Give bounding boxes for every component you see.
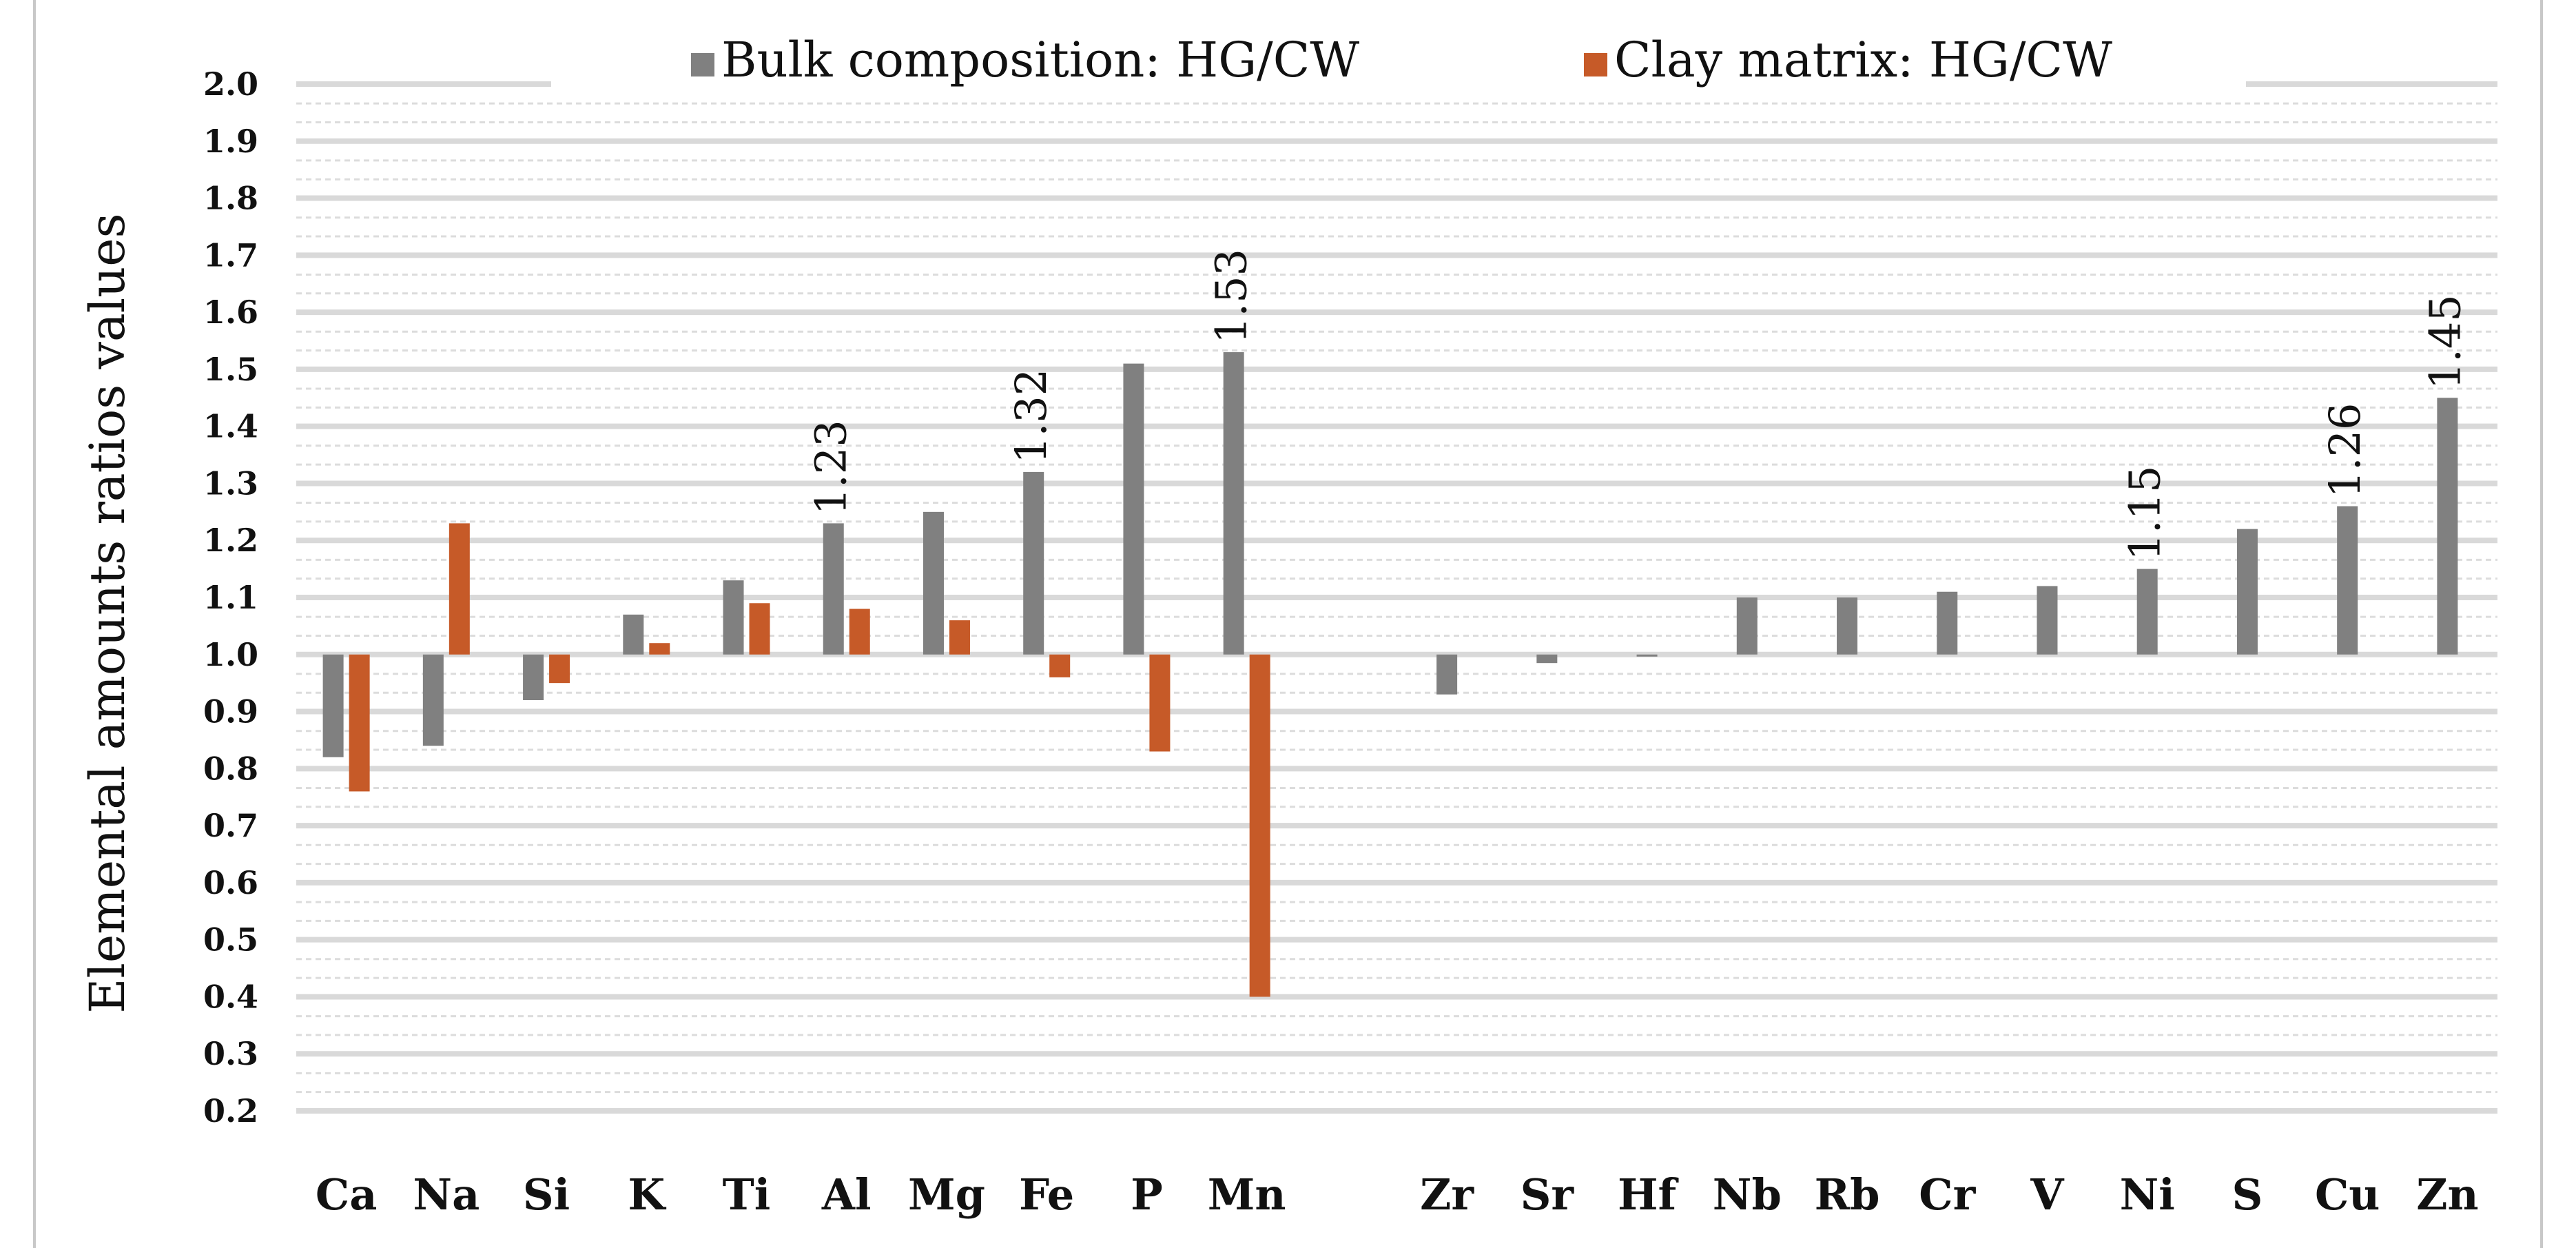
- y-tick-label: 0.6: [203, 864, 258, 901]
- bar-bulk-K: [623, 614, 644, 655]
- x-tick-label-Cu: Cu: [2315, 1169, 2380, 1220]
- legend-label-clay: Clay matrix: HG/CW: [1614, 32, 2112, 88]
- y-tick-label: 1.0: [203, 636, 258, 673]
- y-tick-label: 0.8: [203, 750, 258, 787]
- bar-clay-Na: [449, 523, 470, 655]
- bar-bulk-Fe: [1023, 471, 1044, 655]
- y-tick-label: 1.2: [203, 522, 258, 559]
- bar-bulk-Na: [422, 654, 444, 746]
- x-tick-label-Rb: Rb: [1815, 1169, 1880, 1220]
- legend: Bulk composition: HG/CW Clay matrix: HG/…: [691, 32, 2112, 88]
- y-tick-label: 1.1: [203, 579, 258, 616]
- x-tick-label-Na: Na: [413, 1169, 480, 1220]
- y-axis-label: Elemental amounts ratios values: [79, 213, 136, 1013]
- x-tick-label-P: P: [1131, 1169, 1163, 1220]
- x-tick-label-V: V: [2030, 1169, 2064, 1220]
- x-tick-label-Ni: Ni: [2120, 1169, 2175, 1220]
- y-tick-label: 1.5: [203, 351, 258, 388]
- bar-clay-Si: [549, 654, 570, 684]
- bars: [322, 352, 2458, 997]
- legend-label-bulk: Bulk composition: HG/CW: [721, 32, 1359, 88]
- y-tick-label: 1.4: [203, 408, 258, 445]
- bar-bulk-Cu: [2337, 506, 2358, 655]
- data-labels: 1.23 1.32 1.53 1.15 1.26 1.45: [806, 249, 2471, 561]
- y-tick-label: 1.7: [203, 236, 258, 274]
- bar-clay-Mn: [1249, 654, 1270, 997]
- data-label-Zn: 1.45: [2420, 294, 2470, 389]
- x-tick-label-Zr: Zr: [1420, 1169, 1474, 1220]
- x-tick-label-Ca: Ca: [316, 1169, 378, 1220]
- bar-clay-Ti: [749, 603, 770, 655]
- x-tick-label-Hf: Hf: [1618, 1169, 1679, 1220]
- x-tick-label-Mg: Mg: [908, 1169, 985, 1220]
- bar-bulk-Nb: [1736, 597, 1758, 655]
- x-tick-label-K: K: [628, 1169, 666, 1220]
- x-tick-label-Fe: Fe: [1019, 1169, 1074, 1220]
- x-tick-label-Si: Si: [523, 1169, 570, 1220]
- x-tick-label-Mn: Mn: [1208, 1169, 1286, 1220]
- data-label-Cu: 1.26: [2320, 403, 2370, 498]
- bar-clay-P: [1149, 654, 1171, 752]
- bar-clay-Fe: [1049, 654, 1071, 677]
- bar-clay-Mg: [949, 620, 970, 655]
- bar-bulk-Zn: [2437, 398, 2458, 655]
- bar-clay-Al: [849, 608, 870, 655]
- bar-clay-K: [649, 643, 670, 655]
- y-tick-label: 1.6: [203, 294, 258, 331]
- bar-bulk-Rb: [1837, 597, 1858, 655]
- legend-swatch-clay: [1584, 53, 1607, 76]
- y-tick-label: 0.7: [203, 807, 258, 844]
- bar-bulk-Mg: [923, 511, 944, 655]
- bar-bulk-S: [2236, 529, 2258, 655]
- y-tick-label: 0.2: [203, 1092, 258, 1129]
- bar-bulk-Mn: [1223, 352, 1244, 655]
- bar-bulk-Ca: [322, 654, 344, 757]
- x-tick-label-Nb: Nb: [1713, 1169, 1782, 1220]
- bar-bulk-Al: [823, 523, 844, 655]
- bar-bulk-Si: [523, 654, 544, 700]
- y-tick-label: 0.9: [203, 693, 258, 730]
- y-tick-label: 1.9: [203, 123, 258, 160]
- bar-bulk-Hf: [1636, 654, 1658, 657]
- x-axis-ticks: Ca Na Si K Ti Al Mg Fe P Mn Zr Sr Hf Nb Rb Cr V Ni S Cu Zn: [316, 1169, 2479, 1220]
- x-tick-label-Cr: Cr: [1919, 1169, 1976, 1220]
- bar-bulk-Cr: [1937, 591, 1958, 655]
- data-label-Mn: 1.53: [1206, 249, 1257, 344]
- x-tick-label-S: S: [2232, 1169, 2263, 1220]
- y-tick-label: 1.3: [203, 464, 258, 502]
- y-tick-label: 0.3: [203, 1035, 258, 1072]
- x-tick-label-Zn: Zn: [2416, 1169, 2478, 1220]
- legend-swatch-bulk: [691, 53, 714, 76]
- legend-background: [551, 45, 2246, 100]
- bar-clay-Ca: [349, 654, 370, 792]
- bar-bulk-Zr: [1436, 654, 1458, 695]
- bar-bulk-Sr: [1536, 654, 1558, 664]
- y-tick-label: 1.8: [203, 180, 258, 217]
- y-axis-ticks: 0.2 0.3 0.4 0.5 0.6 0.7 0.8 0.9 1.0 1.1 1.2 1.3 1.4 1…: [203, 65, 258, 1129]
- data-label-Fe: 1.32: [1006, 369, 1056, 464]
- y-tick-label: 0.5: [203, 921, 258, 959]
- x-tick-label-Ti: Ti: [723, 1169, 771, 1220]
- data-label-Al: 1.23: [806, 420, 856, 515]
- y-tick-label: 0.4: [203, 978, 258, 1015]
- x-tick-label-Al: Al: [821, 1169, 872, 1220]
- y-tick-label: 2.0: [203, 65, 258, 103]
- gridlines: [296, 45, 2497, 1114]
- bar-bulk-Ni: [2136, 569, 2158, 655]
- bar-bulk-Ti: [723, 580, 744, 655]
- bar-bulk-V: [2037, 586, 2058, 655]
- data-label-Ni: 1.15: [2120, 466, 2170, 561]
- x-tick-label-Sr: Sr: [1521, 1169, 1575, 1220]
- bar-bulk-P: [1123, 363, 1144, 655]
